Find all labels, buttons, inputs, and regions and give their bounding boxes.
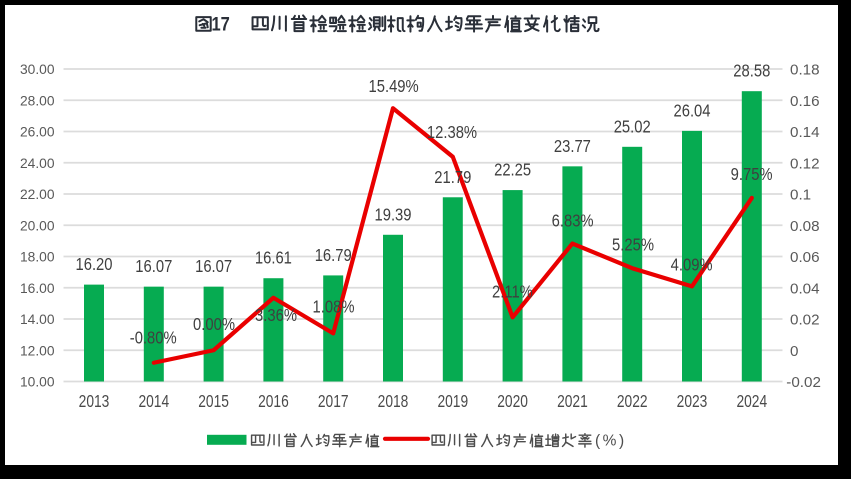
svg-text:0.02: 0.02: [790, 312, 820, 329]
svg-text:2019: 2019: [437, 393, 468, 412]
svg-text:15.49%: 15.49%: [369, 77, 419, 96]
svg-text:18.00: 18.00: [20, 250, 55, 265]
svg-text:28.00: 28.00: [20, 93, 55, 108]
svg-text:19.39: 19.39: [374, 205, 411, 224]
svg-text:2021: 2021: [557, 393, 588, 412]
svg-text:22.00: 22.00: [20, 187, 55, 202]
svg-text:0.12: 0.12: [790, 155, 820, 172]
svg-text:28.58: 28.58: [733, 62, 770, 81]
svg-text:30.00: 30.00: [20, 62, 55, 77]
svg-text:5.25%: 5.25%: [612, 235, 654, 254]
svg-text:20.00: 20.00: [20, 218, 55, 233]
svg-text:0.06: 0.06: [790, 249, 820, 266]
svg-text:2016: 2016: [258, 393, 289, 412]
svg-text:12.00: 12.00: [20, 343, 55, 358]
svg-text:0: 0: [790, 343, 798, 360]
svg-text:9.75%: 9.75%: [731, 165, 773, 184]
svg-text:1.08%: 1.08%: [313, 297, 355, 316]
svg-text:2023: 2023: [677, 393, 708, 412]
svg-text:26.00: 26.00: [20, 125, 55, 140]
svg-text:0.1: 0.1: [790, 187, 811, 204]
svg-text:2018: 2018: [378, 393, 409, 412]
svg-text:-0.80%: -0.80%: [130, 328, 177, 347]
svg-text:2013: 2013: [79, 393, 110, 412]
svg-text:-0.02: -0.02: [786, 374, 821, 391]
svg-text:2015: 2015: [198, 393, 229, 412]
svg-text:0.00%: 0.00%: [193, 315, 235, 334]
svg-text:2014: 2014: [138, 393, 169, 412]
svg-text:2.11%: 2.11%: [492, 282, 533, 301]
svg-text:14.00: 14.00: [20, 312, 55, 327]
svg-text:0.16: 0.16: [790, 93, 820, 110]
svg-text:4.09%: 4.09%: [671, 255, 713, 274]
svg-text:2022: 2022: [617, 393, 648, 412]
svg-text:17: 17: [212, 13, 230, 35]
svg-text:2020: 2020: [497, 393, 528, 412]
svg-text:(%): (%): [595, 433, 627, 450]
svg-text:6.83%: 6.83%: [552, 211, 594, 230]
svg-text:0.14: 0.14: [790, 124, 820, 141]
svg-text:16.00: 16.00: [20, 281, 55, 296]
svg-text:26.04: 26.04: [673, 101, 710, 120]
svg-text:23.77: 23.77: [554, 137, 591, 156]
svg-text:24.00: 24.00: [20, 156, 55, 171]
svg-text:0.04: 0.04: [790, 280, 820, 297]
svg-text:16.20: 16.20: [75, 255, 112, 274]
svg-text:21.79: 21.79: [434, 168, 471, 187]
svg-text:2024: 2024: [736, 393, 767, 412]
svg-text:0.08: 0.08: [790, 218, 820, 235]
svg-text:3.36%: 3.36%: [255, 306, 297, 325]
svg-text:16.07: 16.07: [195, 257, 232, 276]
svg-text:22.25: 22.25: [494, 160, 531, 179]
svg-text:12.38%: 12.38%: [427, 123, 477, 142]
svg-text:2017: 2017: [318, 393, 349, 412]
svg-text:10.00: 10.00: [20, 375, 55, 390]
svg-text:16.79: 16.79: [315, 246, 352, 265]
svg-text:0.18: 0.18: [790, 62, 820, 79]
svg-text:25.02: 25.02: [614, 117, 651, 136]
svg-text:16.07: 16.07: [135, 257, 172, 276]
svg-text:16.61: 16.61: [255, 249, 292, 268]
